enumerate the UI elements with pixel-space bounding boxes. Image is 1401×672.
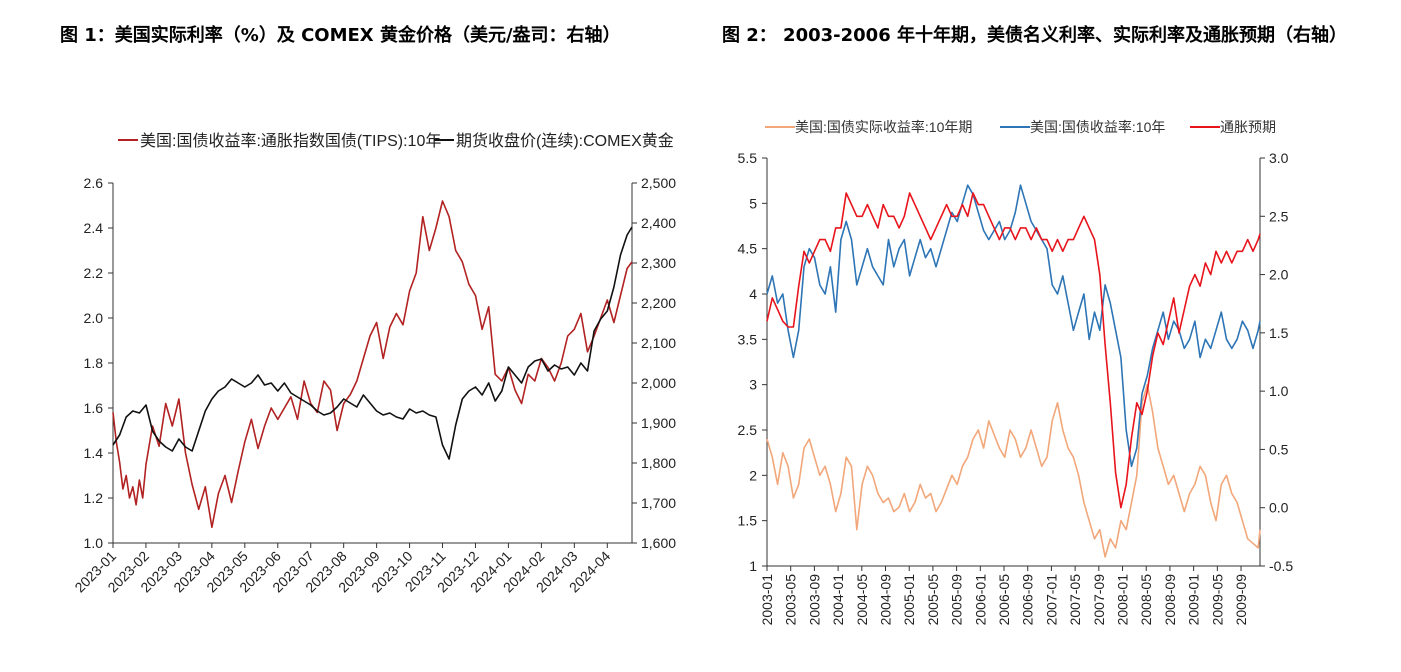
left-tick-label: 2.5 bbox=[738, 422, 758, 438]
legend-label-real-yield: 美国:国债实际收益率:10年期 bbox=[795, 119, 972, 135]
left-tick-label: 1.6 bbox=[84, 400, 104, 416]
figure2-title: 图 2： 2003-2006 年十年期，美债名义利率、实际利率及通胀预期（右轴） bbox=[722, 25, 1347, 46]
series-line-1 bbox=[112, 226, 633, 460]
left-tick-label: 1.0 bbox=[84, 535, 104, 551]
x-tick-label: 2004-05 bbox=[854, 574, 870, 626]
x-tick-label: 2008-05 bbox=[1138, 574, 1154, 626]
right-tick-label: 1,800 bbox=[641, 455, 676, 471]
x-tick-label: 2007-01 bbox=[1043, 574, 1059, 626]
x-tick-label: 2009-01 bbox=[1186, 574, 1202, 626]
x-tick-label: 2003-01 bbox=[759, 574, 775, 626]
x-tick-label: 2005-05 bbox=[925, 574, 941, 626]
right-tick-label: 2,100 bbox=[641, 335, 676, 351]
chart1-legend: 美国:国债收益率:通胀指数国债(TIPS):10年 期货收盘价(连续):COME… bbox=[118, 131, 674, 150]
chart2: 美国:国债实际收益率:10年期 美国:国债收益率:10年 通胀预期 1 1.5 2 2… bbox=[738, 119, 1294, 626]
legend-label-tips: 美国:国债收益率:通胀指数国债(TIPS):10年 bbox=[140, 132, 441, 150]
series-line-2 bbox=[766, 192, 1261, 509]
series-line-0 bbox=[112, 200, 633, 529]
left-tick-label: 1.5 bbox=[738, 513, 758, 529]
right-tick-label: 0.0 bbox=[1269, 500, 1289, 516]
right-tick-label: 2.0 bbox=[1269, 267, 1289, 283]
right-tick-label: 1,600 bbox=[641, 535, 676, 551]
left-tick-label: 5.5 bbox=[738, 150, 758, 166]
series-line-0 bbox=[766, 383, 1261, 558]
x-tick-label: 2007-09 bbox=[1091, 574, 1107, 626]
series-line-1 bbox=[766, 184, 1261, 468]
legend-label-nominal-yield: 美国:国债收益率:10年 bbox=[1030, 119, 1165, 135]
x-tick-label: 2006-09 bbox=[1020, 574, 1036, 626]
left-tick-label: 2.0 bbox=[84, 310, 104, 326]
right-tick-label: -0.5 bbox=[1269, 558, 1293, 574]
figure1-title: 图 1：美国实际利率（%）及 COMEX 黄金价格（美元/盎司：右轴） bbox=[60, 25, 621, 46]
x-tick-label: 2004-09 bbox=[878, 574, 894, 626]
right-tick-label: 2,500 bbox=[641, 175, 676, 191]
chart1: 美国:国债收益率:通胀指数国债(TIPS):10年 期货收盘价(连续):COME… bbox=[71, 131, 676, 595]
left-tick-label: 1.4 bbox=[84, 445, 104, 461]
left-tick-label: 2 bbox=[749, 467, 757, 483]
left-tick-label: 4 bbox=[749, 286, 757, 302]
x-tick-label: 2006-05 bbox=[996, 574, 1012, 626]
left-tick-label: 3.5 bbox=[738, 331, 758, 347]
right-tick-label: 2,200 bbox=[641, 295, 676, 311]
left-tick-label: 1.8 bbox=[84, 355, 104, 371]
right-tick-label: 2.5 bbox=[1269, 208, 1289, 224]
chart2-legend: 美国:国债实际收益率:10年期 美国:国债收益率:10年 通胀预期 bbox=[765, 119, 1276, 135]
x-tick-label: 2009-09 bbox=[1233, 574, 1249, 626]
left-tick-label: 3 bbox=[749, 377, 757, 393]
right-tick-label: 1,900 bbox=[641, 415, 676, 431]
legend-label-inflation: 通胀预期 bbox=[1220, 119, 1276, 135]
right-tick-label: 2,400 bbox=[641, 215, 676, 231]
left-tick-label: 2.4 bbox=[84, 220, 104, 236]
right-tick-label: 1,700 bbox=[641, 495, 676, 511]
left-tick-label: 2.2 bbox=[84, 265, 104, 281]
right-tick-label: 2,300 bbox=[641, 255, 676, 271]
right-tick-label: 1.0 bbox=[1269, 383, 1289, 399]
x-tick-label: 2008-09 bbox=[1162, 574, 1178, 626]
x-tick-label: 2008-01 bbox=[1115, 574, 1131, 626]
legend-label-gold: 期货收盘价(连续):COMEX黄金 bbox=[456, 131, 674, 150]
x-tick-label: 2003-09 bbox=[806, 574, 822, 626]
left-tick-label: 1.2 bbox=[84, 490, 104, 506]
x-tick-label: 2009-05 bbox=[1209, 574, 1225, 626]
right-tick-label: 2,000 bbox=[641, 375, 676, 391]
x-tick-label: 2005-01 bbox=[901, 574, 917, 626]
right-tick-label: 0.5 bbox=[1269, 441, 1289, 457]
right-tick-label: 3.0 bbox=[1269, 150, 1289, 166]
left-tick-label: 1 bbox=[749, 558, 757, 574]
x-tick-label: 2004-01 bbox=[830, 574, 846, 626]
x-tick-label: 2006-01 bbox=[972, 574, 988, 626]
right-tick-label: 1.5 bbox=[1269, 325, 1289, 341]
left-tick-label: 4.5 bbox=[738, 241, 758, 257]
x-tick-label: 2005-09 bbox=[949, 574, 965, 626]
x-tick-label: 2003-05 bbox=[783, 574, 799, 626]
x-tick-label: 2007-05 bbox=[1067, 574, 1083, 626]
left-tick-label: 2.6 bbox=[84, 175, 104, 191]
left-tick-label: 5 bbox=[749, 195, 757, 211]
